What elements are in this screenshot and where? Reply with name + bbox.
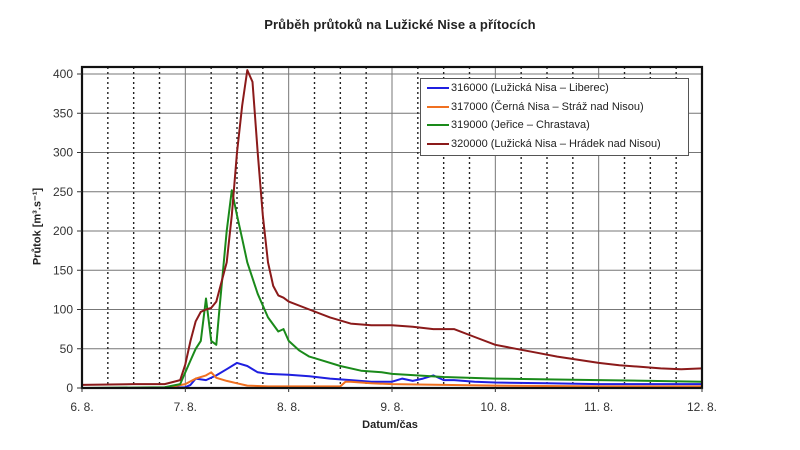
legend-swatch	[427, 124, 449, 127]
data-series	[81, 69, 703, 389]
series-line	[82, 371, 702, 389]
y-tick-label: 0	[66, 381, 73, 395]
axis-ticks: 0 50 100 150 200 250 300 350 400 6. 8. 7. 8. 8. 8. 9…	[53, 67, 717, 414]
x-tick-label: 6. 8.	[70, 400, 93, 414]
y-tick-label: 50	[60, 342, 74, 356]
y-axis-label: Průtok [m³.s⁻¹]	[31, 187, 44, 266]
x-tick-label: 10. 8.	[480, 400, 510, 414]
y-tick-label: 250	[53, 185, 73, 199]
y-tick-label: 300	[53, 146, 73, 160]
legend-item: 319000 (Jeřice – Chrastava)	[421, 116, 688, 135]
legend-swatch	[427, 87, 449, 90]
y-tick-label: 400	[53, 67, 73, 81]
legend-item: 320000 (Lužická Nisa – Hrádek nad Nisou)	[421, 135, 688, 154]
y-tick-label: 150	[53, 263, 73, 277]
legend-item: 317000 (Černá Nisa – Stráž nad Nisou)	[421, 98, 688, 117]
chart-title: Průběh průtoků na Lužické Nise a přítocí…	[264, 17, 536, 32]
x-tick-label: 9. 8.	[380, 400, 403, 414]
x-axis-label: Datum/čas	[362, 419, 418, 431]
legend: 316000 (Lužická Nisa – Liberec) 317000 (…	[420, 78, 689, 156]
x-tick-label: 7. 8.	[174, 400, 197, 414]
y-tick-label: 200	[53, 224, 73, 238]
legend-swatch	[427, 105, 449, 108]
series-line	[82, 361, 702, 389]
y-tick-label: 100	[53, 303, 73, 317]
y-tick-label: 350	[53, 106, 73, 120]
series-line	[81, 189, 703, 389]
x-tick-label: 8. 8.	[277, 400, 300, 414]
series-line	[81, 69, 703, 386]
legend-swatch	[427, 142, 449, 145]
legend-item: 316000 (Lužická Nisa – Liberec)	[421, 79, 688, 98]
x-tick-label: 12. 8.	[687, 400, 717, 414]
x-tick-label: 11. 8.	[584, 400, 613, 414]
grid-lines	[82, 67, 702, 388]
